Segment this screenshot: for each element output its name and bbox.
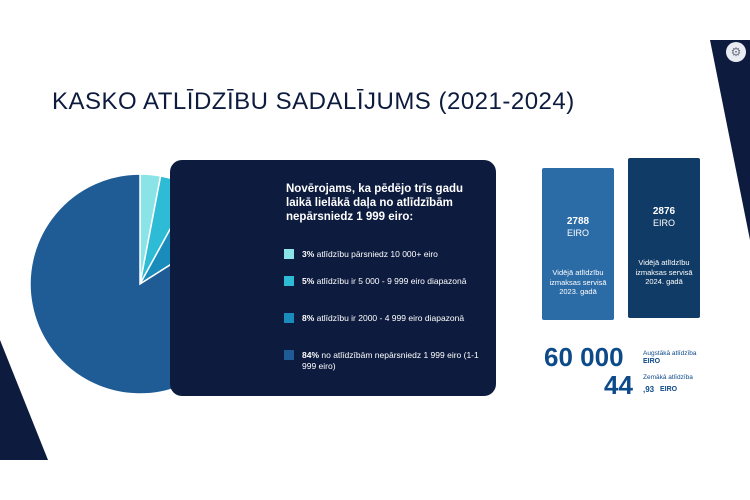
highest-value: 60 000 [544, 342, 624, 372]
decorative-stripes [0, 40, 750, 460]
card-unit: EIRO [566, 228, 589, 238]
right-stripe [710, 40, 750, 240]
legend-swatch [284, 313, 294, 323]
page-title: KASKO ATLĪDZĪBU SADALĪJUMS (2021-2024) [52, 88, 575, 115]
card-2023: 2788 EIRO Vidējā atlīdzību izmaksas serv… [542, 168, 614, 320]
legend-text: atlīdzību ir 2000 - 4 999 eiro diapazonā [316, 313, 465, 323]
legend-percent: 84% [302, 350, 320, 360]
card-description: Vidējā atlīdzību izmaksas servisā 2024. … [635, 258, 693, 286]
lowest-value: 44 [604, 370, 633, 400]
legend-swatch [284, 276, 294, 286]
legend-text: atlīdzību pārsniedz 10 000+ eiro [316, 249, 438, 259]
legend-text: no atlīdzībām nepārsniedz 1 999 eiro (1-… [302, 350, 479, 371]
panel-intro: Novērojams, ka pēdējo trīs gadu laikā li… [286, 183, 464, 223]
lowest-decimals: ,93 [643, 385, 655, 394]
legend-panel: Novērojams, ka pēdējo trīs gadu laikā li… [170, 160, 496, 396]
lowest-label: Zemākā atlīdzība [643, 374, 693, 381]
highest-label: Augstākā atlīdzība [643, 350, 697, 357]
legend-percent: 3% [302, 249, 315, 259]
card-amount: 2876 [652, 206, 676, 217]
legend-percent: 8% [302, 313, 315, 323]
card-description: Vidējā atlīdzību izmaksas servisā 2023. … [549, 268, 607, 296]
slide: KASKO ATLĪDZĪBU SADALĪJUMS (2021-2024) N… [0, 40, 750, 460]
lowest-unit: EIRO [660, 386, 678, 393]
legend-swatch [284, 350, 294, 360]
settings-icon[interactable]: ⚙ [726, 42, 746, 62]
card-amount: 2788 [566, 216, 590, 227]
legend-text: atlīdzību ir 5 000 - 9 999 eiro diapazon… [316, 276, 467, 286]
left-stripe [0, 340, 48, 460]
legend-percent: 5% [302, 276, 315, 286]
card-unit: EIRO [652, 218, 675, 228]
highest-unit: EIRO [643, 358, 661, 365]
legend-swatch [284, 249, 294, 259]
card-2024: 2876 EIRO Vidējā atlīdzību izmaksas serv… [628, 158, 700, 318]
